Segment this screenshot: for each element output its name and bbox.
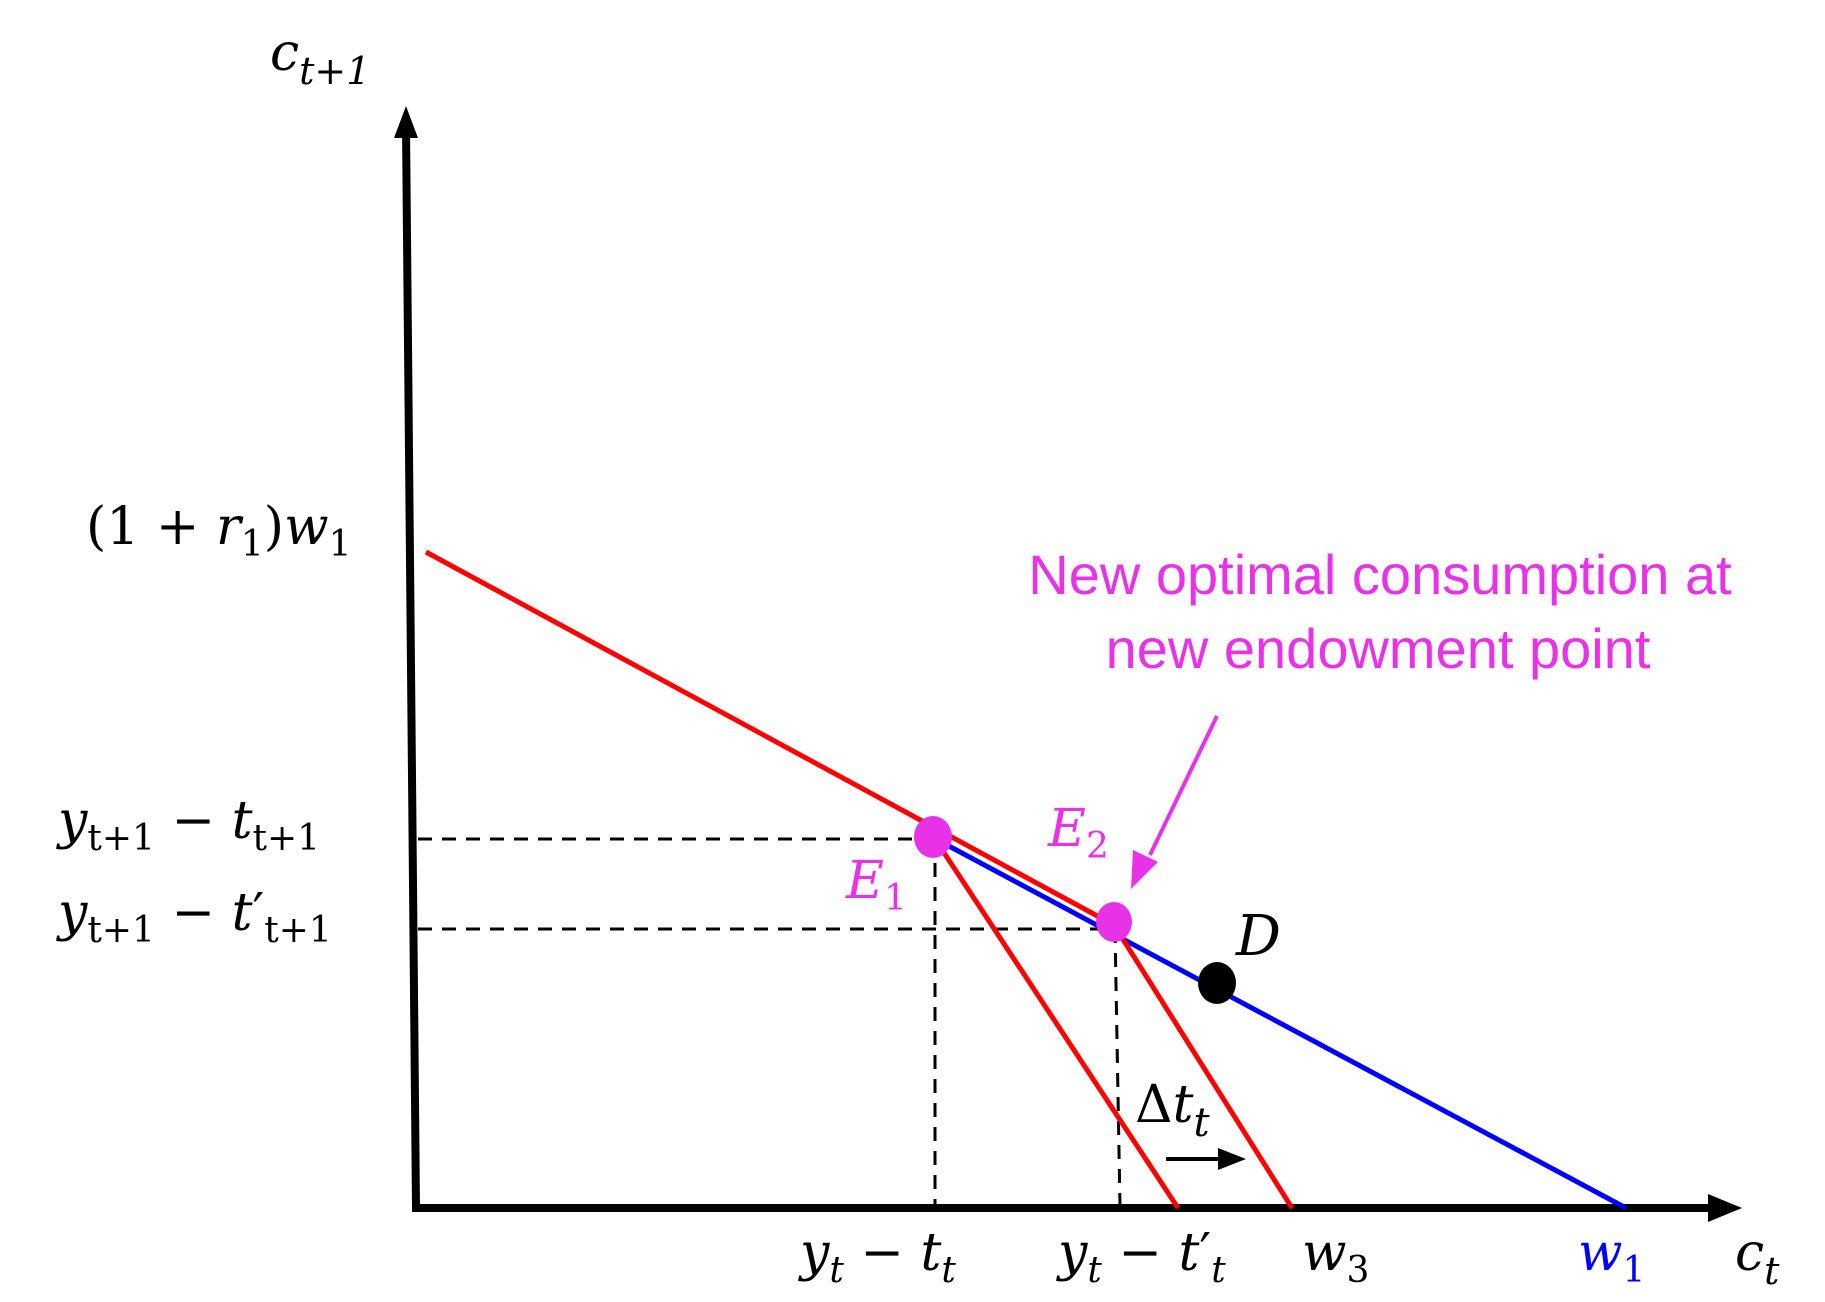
red-budget-line-steep-1 [932,837,1181,1210]
x-level1-label: yt − tt [798,1223,956,1291]
x-axis-label: ct [1735,1223,1780,1293]
label-d: D [1235,904,1281,969]
x-w1-label: w1 [1578,1223,1645,1291]
label-e1: E1 [845,851,907,919]
y-level2-label: yt+1 − t′t+1 [56,883,332,951]
point-d [1198,962,1236,1004]
guide-vertical-e2 [1113,928,1122,1207]
guide-lines [418,837,1122,1207]
y-axis-arrowhead [394,106,418,138]
x-level2-label: yt − t′t [1056,1223,1226,1291]
y-axis [402,127,420,1209]
point-e1 [914,816,952,858]
x-w3-label: w3 [1302,1223,1369,1291]
x-axis-arrowhead [1708,1194,1742,1222]
annotation-line-1: New optimal consumption at [1028,543,1732,606]
annotation-arrow-shaft [1148,715,1219,856]
y-level1-label: yt+1 − tt+1 [56,791,320,859]
label-e2: E2 [1047,799,1109,867]
annotation-line-2: new endowment point [1106,617,1651,680]
y-intercept-label: (1 + r1)w1 [86,497,351,565]
shift-arrow-head [1218,1148,1246,1170]
shift-label: Δtt [1135,1075,1210,1146]
blue-budget-line [930,834,1628,1211]
point-e2 [1096,902,1132,942]
annotation-arrow-head [1131,850,1158,889]
red-budget-line-upper [424,549,1116,928]
y-axis-label: ct+1 [270,23,370,93]
red-budget-line-steep-2 [1111,923,1295,1210]
